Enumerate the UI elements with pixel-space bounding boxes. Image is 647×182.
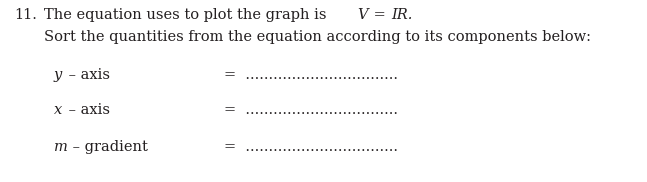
Text: The equation uses to plot the graph is: The equation uses to plot the graph is [44, 8, 331, 22]
Text: =: = [369, 8, 390, 22]
Text: =  .................................: = ................................. [224, 103, 398, 117]
Text: – axis: – axis [64, 68, 110, 82]
Text: V: V [357, 8, 367, 22]
Text: x: x [54, 103, 62, 117]
Text: – gradient: – gradient [68, 140, 148, 154]
Text: =  .................................: = ................................. [224, 140, 398, 154]
Text: Sort the quantities from the equation according to its components below:: Sort the quantities from the equation ac… [44, 30, 591, 44]
Text: y: y [54, 68, 62, 82]
Text: – axis: – axis [64, 103, 110, 117]
Text: 11.: 11. [14, 8, 37, 22]
Text: IR.: IR. [391, 8, 412, 22]
Text: =  .................................: = ................................. [224, 68, 398, 82]
Text: m: m [54, 140, 68, 154]
